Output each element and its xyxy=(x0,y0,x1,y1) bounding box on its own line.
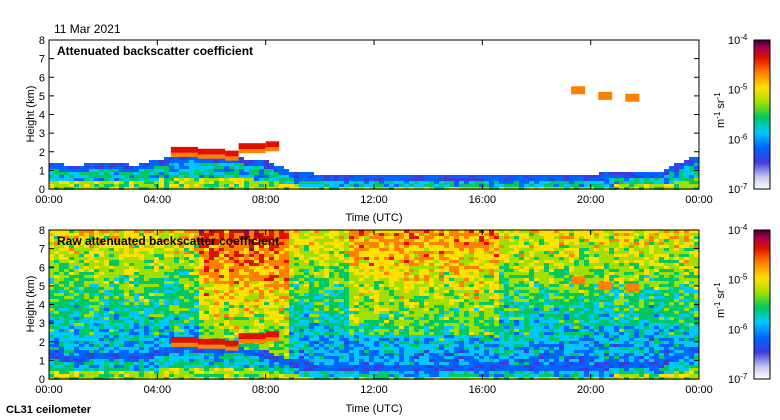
date-label: 11 Mar 2021 xyxy=(54,22,121,36)
x-tick-label: 20:00 xyxy=(577,384,605,396)
colorbar-tick-label: 10-5 xyxy=(728,272,748,287)
colorbar-tick-label: 10-4 xyxy=(728,33,748,48)
colorbar-tick-label: 10-7 xyxy=(728,182,748,197)
x-tick-label: 00:00 xyxy=(35,194,63,206)
y-tick-label: 1 xyxy=(39,165,45,177)
colorbar-tick-label: 10-6 xyxy=(728,322,748,337)
panel-attenuated: 00:00 04:00 08:00 12:00 16:00 20:00 00:0001234… xyxy=(25,33,771,224)
backscatter-field xyxy=(49,86,699,190)
y-tick-label: 6 xyxy=(39,262,45,274)
y-tick-label: 8 xyxy=(39,225,45,237)
colorbar-unit: m-1 sr-1 xyxy=(713,282,728,318)
colorbar xyxy=(753,39,771,190)
y-tick-label: 4 xyxy=(39,300,45,312)
colorbar-ticks: 10-4 10-5 10-6 10-7 xyxy=(728,33,748,197)
x-axis-label: Time (UTC) xyxy=(345,212,402,224)
panel-raw: 00:00 04:00 08:00 12:00 16:00 20:00 00:0001234… xyxy=(25,223,771,415)
y-tick-label: 6 xyxy=(39,72,45,84)
y-tick-label: 2 xyxy=(39,337,45,349)
x-tick-label: 16:00 xyxy=(469,384,497,396)
x-tick-label: 12:00 xyxy=(360,194,388,206)
colorbar-tick-label: 10-4 xyxy=(728,223,748,238)
colorbar-tick-label: 10-7 xyxy=(728,372,748,387)
y-axis-label: Height (km) xyxy=(25,276,37,333)
y-tick-label: 0 xyxy=(39,374,45,386)
colorbar-tick-label: 10-6 xyxy=(728,132,748,147)
x-tick-label: 00:00 xyxy=(685,384,713,396)
y-tick-label: 5 xyxy=(39,91,45,103)
x-tick-label: 04:00 xyxy=(144,194,172,206)
x-tick-label: 20:00 xyxy=(577,194,605,206)
y-tick-label: 7 xyxy=(39,244,45,256)
colorbar-tick-label: 10-5 xyxy=(728,82,748,97)
x-tick-label: 04:00 xyxy=(144,384,172,396)
x-tick-label: 12:00 xyxy=(360,384,388,396)
x-tick-label: 00:00 xyxy=(35,384,63,396)
colorbar xyxy=(753,229,771,380)
y-tick-label: 4 xyxy=(39,110,45,122)
x-tick-label: 00:00 xyxy=(685,194,713,206)
y-axis-label: Height (km) xyxy=(25,86,37,143)
y-tick-label: 1 xyxy=(39,355,45,367)
panel-title: Raw attenuated backscatter coefficient xyxy=(57,234,279,248)
x-tick-label: 08:00 xyxy=(252,384,280,396)
x-tick-label: 16:00 xyxy=(469,194,497,206)
panel-title: Attenuated backscatter coefficient xyxy=(57,44,253,58)
colorbar-ticks: 10-4 10-5 10-6 10-7 xyxy=(728,223,748,387)
y-tick-label: 8 xyxy=(39,35,45,47)
axis-ticks: 00:00 04:00 08:00 12:00 16:00 20:00 00:0001234… xyxy=(35,225,713,396)
axis-ticks: 00:00 04:00 08:00 12:00 16:00 20:00 00:0001234… xyxy=(35,35,713,206)
y-tick-label: 7 xyxy=(39,54,45,66)
y-tick-label: 2 xyxy=(39,147,45,159)
y-tick-label: 5 xyxy=(39,281,45,293)
y-tick-label: 3 xyxy=(39,128,45,140)
colorbar-unit: m-1 sr-1 xyxy=(713,92,728,128)
x-axis-label: Time (UTC) xyxy=(345,403,402,415)
backscatter-field xyxy=(49,230,699,380)
y-tick-label: 0 xyxy=(39,184,45,196)
instrument-label: CL31 ceilometer xyxy=(6,404,92,416)
x-tick-label: 08:00 xyxy=(252,194,280,206)
y-tick-label: 3 xyxy=(39,318,45,330)
